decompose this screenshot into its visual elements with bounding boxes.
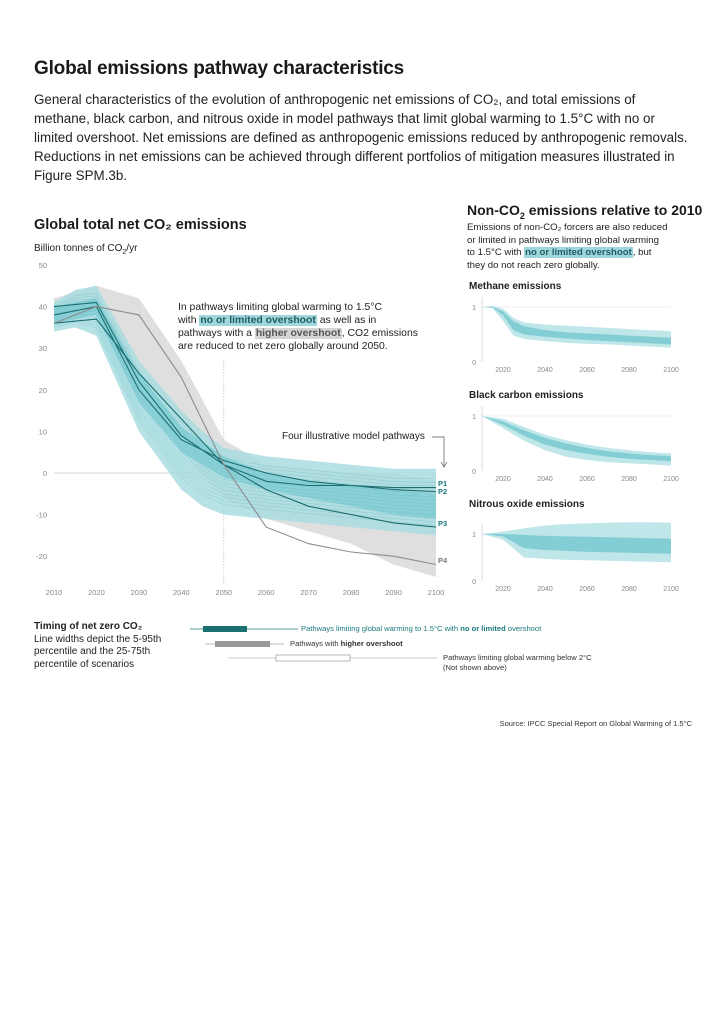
nitrous-oxide-x-tick: 2060 — [579, 586, 595, 593]
x-tick-label: 2090 — [385, 588, 402, 597]
black-carbon-y-tick: 0 — [472, 469, 476, 476]
nitrous-oxide-band-outer — [482, 522, 671, 563]
methane-y-tick: 1 — [472, 305, 476, 312]
nitrous-oxide-chart: 0 1 2020 2040 2060 2080 2100 — [472, 522, 679, 593]
y-tick-label: 20 — [39, 386, 47, 395]
methane-band-inner — [482, 307, 671, 345]
legend-item-higher-overshoot: Pathways with higher overshoot — [290, 639, 403, 648]
black-carbon-title: Black carbon emissions — [469, 390, 584, 401]
black-carbon-x-tick: 2040 — [537, 476, 553, 483]
y-tick-label: 10 — [39, 427, 47, 436]
co2-annotation: In pathways limiting global warming to 1… — [178, 302, 418, 352]
pathway-label-p1: P1 — [438, 479, 447, 488]
black-carbon-x-tick: 2060 — [579, 476, 595, 483]
co2-unit-label: Billion tonnes of CO2/yr — [34, 243, 138, 256]
y-tick-label: 40 — [39, 303, 47, 312]
pathways-label: Four illustrative model pathways — [282, 431, 425, 442]
x-tick-label: 2060 — [258, 588, 275, 597]
y-tick-label: 0 — [43, 469, 47, 478]
legend-item-below-2c: Pathways limiting global warming below 2… — [443, 653, 592, 672]
legend-box-no-overshoot — [203, 626, 247, 632]
black-carbon-chart: 0 1 2020 2040 2060 2080 2100 — [472, 406, 679, 483]
nitrous-oxide-x-tick: 2080 — [621, 586, 637, 593]
nitrous-oxide-x-tick: 2100 — [663, 586, 679, 593]
black-carbon-x-tick: 2020 — [495, 476, 511, 483]
nitrous-oxide-y-tick: 0 — [472, 579, 476, 586]
nonco2-title: Non-CO2 emissions relative to 2010 — [467, 202, 703, 221]
legend-description: Timing of net zero CO₂ Line widths depic… — [34, 621, 162, 670]
pathways-pointer-arrow — [440, 461, 448, 468]
black-carbon-band-inner — [482, 416, 671, 462]
source-note: Source: IPCC Special Report on Global Wa… — [499, 719, 692, 728]
x-tick-label: 2040 — [173, 588, 190, 597]
methane-x-tick: 2020 — [495, 367, 511, 374]
black-carbon-y-tick: 1 — [472, 414, 476, 421]
black-carbon-x-tick: 2080 — [621, 476, 637, 483]
black-carbon-x-tick: 2100 — [663, 476, 679, 483]
x-tick-label: 2020 — [88, 588, 105, 597]
nitrous-oxide-y-tick: 1 — [472, 532, 476, 539]
nitrous-oxide-title: Nitrous oxide emissions — [469, 499, 585, 510]
methane-y-tick: 0 — [472, 360, 476, 367]
pathway-label-p4: P4 — [438, 556, 448, 565]
nitrous-oxide-band-inner — [482, 534, 671, 554]
methane-x-tick: 2060 — [579, 367, 595, 374]
y-tick-label: 30 — [39, 344, 47, 353]
intro-text: General characteristics of the evolution… — [34, 92, 688, 183]
nonco2-description: Emissions of non-CO₂ forcers are also re… — [467, 222, 668, 271]
methane-x-tick: 2040 — [537, 367, 553, 374]
black-carbon-band-outer — [482, 416, 671, 466]
methane-title: Methane emissions — [469, 281, 562, 292]
x-tick-label: 2080 — [343, 588, 360, 597]
methane-chart: 0 1 2020 2040 2060 2080 2100 — [472, 297, 679, 374]
methane-x-tick: 2080 — [621, 367, 637, 374]
nitrous-oxide-x-tick: 2040 — [537, 586, 553, 593]
y-tick-label: 50 — [39, 261, 47, 270]
methane-band-outer — [482, 305, 671, 348]
x-tick-label: 2070 — [300, 588, 317, 597]
nitrous-oxide-x-tick: 2020 — [495, 586, 511, 593]
legend-box-higher-overshoot — [215, 641, 270, 647]
co2-chart-title: Global total net CO₂ emissions — [34, 217, 247, 233]
methane-x-tick: 2100 — [663, 367, 679, 374]
legend-box-below-2c — [275, 654, 351, 662]
x-tick-label: 2050 — [215, 588, 232, 597]
pathway-label-p2: P2 — [438, 487, 447, 496]
page-title: Global emissions pathway characteristics — [34, 58, 405, 79]
x-tick-label: 2100 — [428, 588, 445, 597]
legend-item-no-overshoot: Pathways limiting global warming to 1.5°… — [301, 624, 542, 633]
y-tick-label: -20 — [36, 552, 47, 561]
x-tick-label: 2030 — [131, 588, 148, 597]
x-tick-label: 2010 — [46, 588, 63, 597]
pathway-label-p3: P3 — [438, 519, 447, 528]
y-tick-label: -10 — [36, 511, 47, 520]
pathways-pointer — [432, 436, 445, 466]
